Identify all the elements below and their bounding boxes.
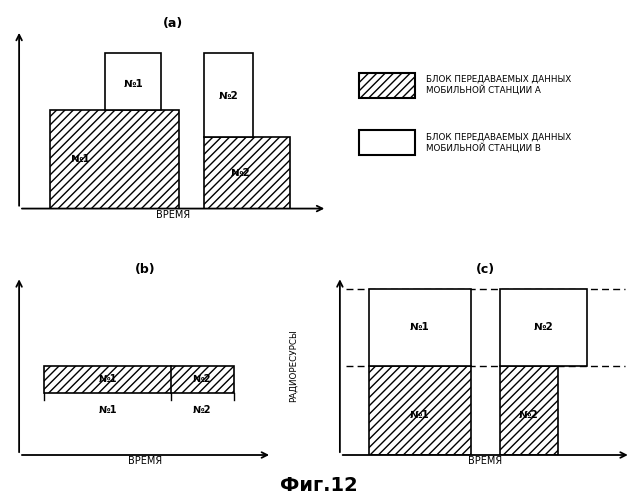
Text: БЛОК ПЕРЕДАВАЕМЫХ ДАННЫХ
МОБИЛЬНОЙ СТАНЦИИ А: БЛОК ПЕРЕДАВАЕМЫХ ДАННЫХ МОБИЛЬНОЙ СТАНЦ… <box>426 74 571 94</box>
Title: (a): (a) <box>163 17 183 30</box>
Text: №2: №2 <box>193 374 211 384</box>
Title: (c): (c) <box>476 264 495 276</box>
Bar <box>369 289 471 366</box>
Bar <box>359 73 415 98</box>
Bar <box>369 366 471 455</box>
Text: №1: №1 <box>98 406 117 415</box>
Text: №2: №2 <box>231 168 251 178</box>
Text: №2: №2 <box>218 91 238 101</box>
Bar <box>500 289 587 366</box>
Text: №2: №2 <box>193 406 211 415</box>
Bar <box>105 53 161 110</box>
Text: №2: №2 <box>519 410 539 420</box>
Bar <box>204 53 253 137</box>
Text: РАДИОРЕСУРСЫ: РАДИОРЕСУРСЫ <box>289 330 298 402</box>
Text: №1: №1 <box>410 322 430 332</box>
Bar <box>50 110 179 208</box>
Bar <box>204 137 290 208</box>
Bar <box>359 130 415 155</box>
Text: №1: №1 <box>98 374 117 384</box>
Text: №1: №1 <box>123 78 143 88</box>
X-axis label: ВРЕМЯ: ВРЕМЯ <box>468 456 503 466</box>
Text: №2: №2 <box>534 322 554 332</box>
Text: №1: №1 <box>71 154 90 164</box>
Text: БЛОК ПЕРЕДАВАЕМЫХ ДАННЫХ
МОБИЛЬНОЙ СТАНЦИИ В: БЛОК ПЕРЕДАВАЕМЫХ ДАННЫХ МОБИЛЬНОЙ СТАНЦ… <box>426 132 571 152</box>
Bar <box>45 366 234 392</box>
Text: Фиг.12: Фиг.12 <box>280 476 357 495</box>
Title: (b): (b) <box>135 264 156 276</box>
X-axis label: ВРЕМЯ: ВРЕМЯ <box>129 456 162 466</box>
X-axis label: ВРЕМЯ: ВРЕМЯ <box>156 210 190 220</box>
Bar <box>500 366 558 455</box>
Text: №1: №1 <box>410 410 430 420</box>
